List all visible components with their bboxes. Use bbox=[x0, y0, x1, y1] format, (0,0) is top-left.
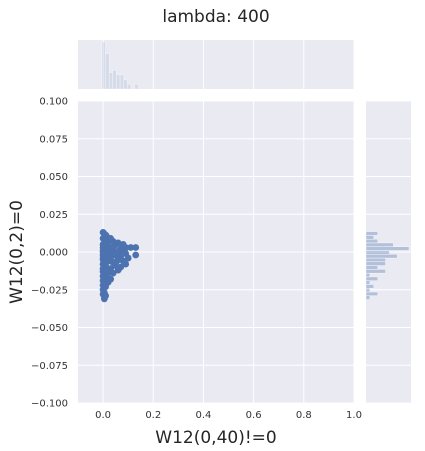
top-histogram-bar bbox=[112, 70, 117, 90]
scatter-point bbox=[127, 244, 135, 251]
y-tick-label: 0.025 bbox=[39, 210, 68, 221]
right-histogram-bar bbox=[365, 250, 390, 255]
scatter-point bbox=[122, 260, 130, 268]
top-marginal-panel bbox=[78, 40, 354, 89]
right-histogram-bar bbox=[365, 265, 378, 270]
top-histogram-bar bbox=[127, 84, 132, 90]
y-tick-labels: −0.100 −0.075 −0.050 −0.025 0.000 0.025 0.050 0… bbox=[31, 97, 68, 410]
right-histogram-bar bbox=[365, 272, 371, 278]
y-axis-label: W12(0,2)=0 bbox=[7, 200, 27, 304]
x-tick-label: 0.2 bbox=[145, 410, 161, 421]
right-histogram-bar bbox=[365, 254, 398, 259]
top-histogram-bar bbox=[134, 84, 139, 90]
right-histogram-bar bbox=[365, 280, 371, 285]
right-marginal-histogram bbox=[365, 231, 410, 300]
scatter-point bbox=[109, 269, 117, 277]
top-marginal-grid bbox=[102, 40, 355, 89]
top-marginal-histogram bbox=[101, 41, 139, 90]
x-tick-label: 0.4 bbox=[196, 410, 212, 421]
top-histogram-bar bbox=[123, 79, 128, 90]
right-marginal-grid bbox=[366, 100, 411, 404]
x-tick-label: 0.6 bbox=[246, 410, 262, 421]
right-histogram-bar bbox=[365, 276, 378, 281]
y-tick-label: −0.100 bbox=[31, 399, 68, 410]
right-histogram-bar bbox=[365, 231, 378, 236]
scatter-point bbox=[107, 235, 115, 242]
y-tick-label: 0.000 bbox=[39, 248, 68, 259]
scatter-point bbox=[103, 239, 111, 247]
top-histogram-bar bbox=[108, 72, 113, 90]
scatter-point bbox=[103, 266, 111, 274]
y-tick-label: 0.075 bbox=[39, 134, 68, 145]
scatter-point bbox=[99, 254, 107, 262]
scatter-points bbox=[99, 228, 140, 303]
scatter-point bbox=[100, 295, 108, 303]
scatter-point bbox=[132, 244, 140, 251]
top-histogram-bar bbox=[101, 41, 106, 90]
scatter-point bbox=[99, 248, 107, 256]
top-histogram-bar bbox=[119, 74, 124, 90]
chart-title: lambda: 400 bbox=[162, 7, 269, 27]
right-histogram-bar bbox=[365, 291, 378, 296]
x-axis-label: W12(0,40)!=0 bbox=[155, 428, 276, 448]
scatter-point bbox=[121, 247, 128, 254]
top-histogram-bar bbox=[105, 53, 110, 90]
right-histogram-bar bbox=[365, 235, 375, 240]
top-histogram-bar bbox=[116, 74, 121, 90]
scatter-point bbox=[113, 257, 121, 265]
scatter-point bbox=[132, 251, 140, 259]
y-tick-label: 0.050 bbox=[39, 172, 68, 183]
scatter-point bbox=[124, 254, 132, 262]
right-histogram-bar bbox=[365, 238, 378, 244]
right-histogram-bar bbox=[365, 246, 410, 251]
right-histogram-bar bbox=[365, 269, 386, 274]
right-histogram-bar bbox=[365, 257, 386, 263]
scatter-point bbox=[110, 242, 118, 250]
right-histogram-bar bbox=[365, 284, 375, 289]
scatter-point bbox=[108, 250, 116, 257]
right-histogram-bar bbox=[365, 261, 386, 266]
x-tick-label: 1.0 bbox=[346, 410, 362, 421]
right-histogram-bar bbox=[365, 295, 371, 300]
x-tick-labels: 0.0 0.2 0.4 0.6 0.8 1.0 bbox=[95, 410, 362, 421]
scatter-point bbox=[114, 266, 122, 274]
x-tick-label: 0.8 bbox=[296, 410, 312, 421]
y-tick-label: −0.075 bbox=[31, 361, 68, 372]
y-tick-label: 0.100 bbox=[39, 97, 68, 108]
right-histogram-bar bbox=[365, 242, 394, 247]
y-tick-label: −0.025 bbox=[31, 285, 68, 296]
x-tick-label: 0.0 bbox=[95, 410, 111, 421]
right-histogram-bar bbox=[365, 288, 371, 293]
y-tick-label: −0.050 bbox=[31, 323, 68, 334]
